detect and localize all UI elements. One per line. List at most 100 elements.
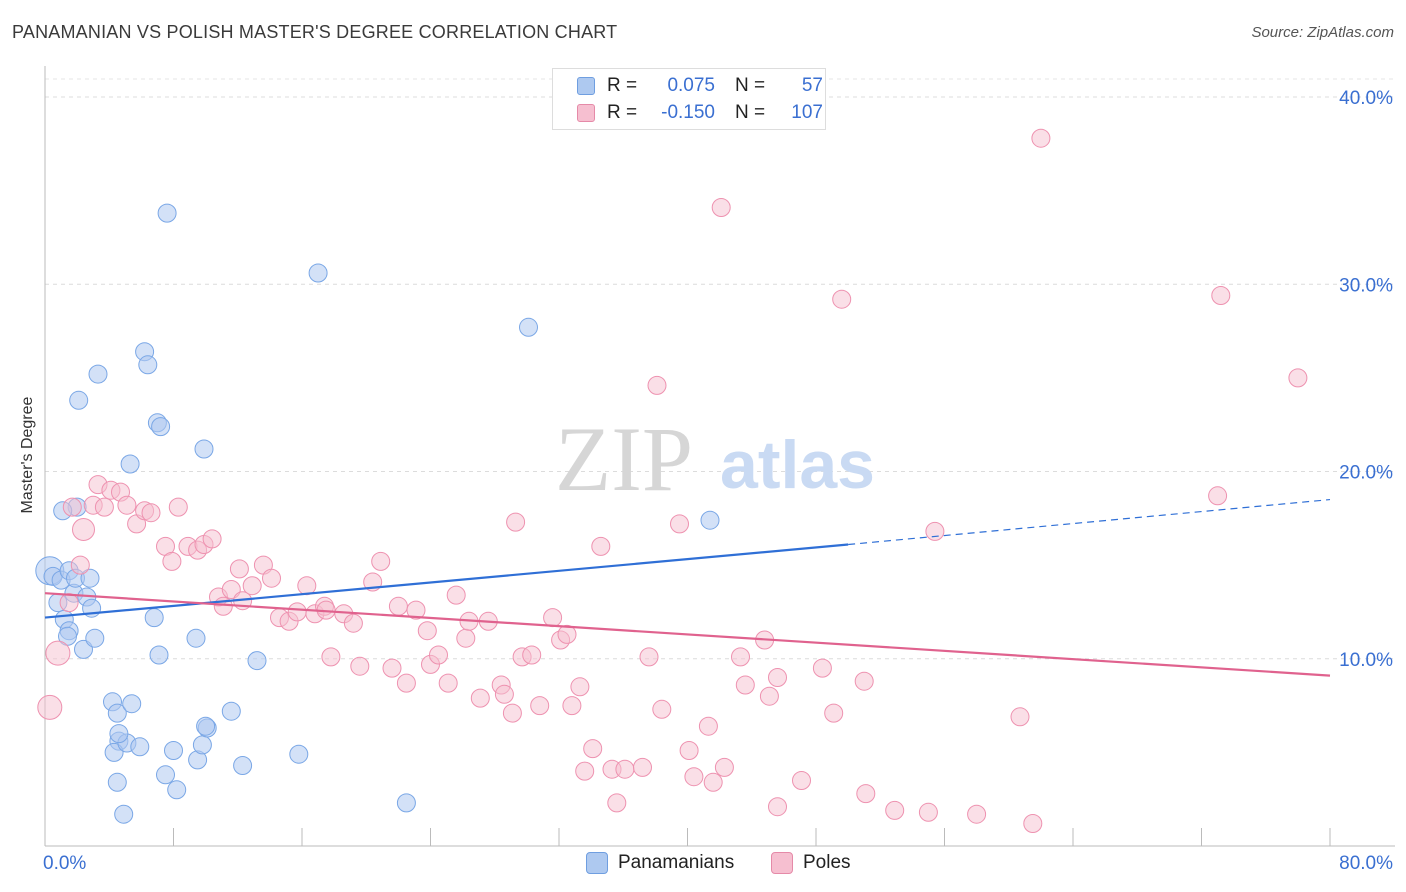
data-point [287, 602, 307, 622]
data-point [446, 585, 466, 605]
data-point [69, 390, 89, 410]
y-tick-label: 30.0% [1339, 275, 1393, 296]
legend-r-label: R = [607, 75, 638, 96]
data-point [396, 673, 416, 693]
data-point [854, 671, 874, 691]
data-point [221, 580, 241, 599]
legend-item-poles[interactable]: Poles [771, 852, 851, 874]
data-point [109, 724, 129, 744]
series-legend: Panamanians Poles [0, 852, 1406, 878]
data-point [289, 744, 309, 764]
data-point [633, 757, 652, 777]
data-point [832, 289, 852, 309]
data-point [186, 628, 206, 648]
y-tick-label: 20.0% [1339, 463, 1393, 484]
data-point [530, 696, 550, 716]
data-point [456, 628, 476, 648]
data-point [583, 739, 603, 759]
data-point [1010, 707, 1030, 727]
data-point [670, 514, 689, 534]
legend-row-poles: R = -0.150 N = 107 [553, 100, 823, 126]
data-point [1211, 286, 1231, 305]
legend-swatch-poles [577, 104, 595, 122]
data-point [506, 512, 526, 532]
data-point [85, 628, 105, 648]
data-point [74, 639, 93, 659]
legend-n-label: N = [735, 75, 766, 96]
legend-swatch-poles [771, 852, 793, 874]
legend-swatch-panamanians [586, 852, 608, 874]
data-point [711, 198, 731, 217]
data-point [194, 439, 214, 459]
legend-label-panamanians: Panamanians [618, 852, 735, 873]
x-tick-label: 0.0% [43, 853, 86, 874]
data-point [144, 608, 164, 628]
data-point [192, 735, 212, 755]
legend-n-value: 107 [791, 102, 823, 123]
data-point [925, 521, 945, 541]
trend-lines [44, 498, 1331, 677]
data-point [308, 263, 328, 283]
data-point [647, 375, 667, 395]
data-point [1023, 814, 1043, 833]
stats-legend: R = 0.075 N = 57 R = -0.150 N = 107 [552, 68, 826, 130]
y-tick-label: 40.0% [1339, 88, 1393, 109]
data-point [350, 656, 370, 676]
trend-line-poles [44, 592, 1331, 677]
data-point [502, 703, 522, 723]
data-point [297, 576, 317, 596]
legend-n-value: 57 [801, 75, 823, 96]
legend-r-label: R = [607, 102, 638, 123]
data-point [221, 701, 241, 721]
data-point [824, 703, 844, 723]
data-point [88, 364, 108, 384]
tick-labels: 10.0% 20.0% 30.0% 40.0% 0.0% 80.0% [43, 88, 1393, 874]
data-point [343, 613, 363, 633]
data-point [570, 677, 590, 697]
data-point [406, 600, 426, 620]
data-points [35, 128, 1308, 833]
data-point [167, 780, 187, 800]
data-point [62, 497, 82, 517]
trend-line-panamanians-extension [848, 498, 1331, 546]
legend-r-value: -0.150 [661, 102, 715, 123]
data-point [196, 716, 216, 736]
data-point [1288, 368, 1308, 388]
legend-item-panamanians[interactable]: Panamanians [586, 852, 734, 874]
data-point [37, 694, 63, 720]
data-point [543, 608, 563, 628]
data-point [157, 203, 177, 223]
data-point [321, 647, 341, 667]
chart-title: PANAMANIAN VS POLISH MASTER'S DEGREE COR… [12, 22, 618, 42]
data-point [130, 737, 150, 757]
data-point [494, 684, 514, 704]
y-tick-label: 10.0% [1339, 650, 1393, 671]
legend-label-poles: Poles [803, 852, 851, 873]
watermark-atlas: atlas [720, 427, 875, 503]
data-point [768, 797, 787, 817]
series-panamanians [35, 203, 720, 824]
data-point [107, 772, 127, 792]
data-point [703, 772, 723, 792]
data-point [149, 645, 169, 665]
data-point [45, 640, 71, 666]
watermark-zip: ZIP [555, 408, 693, 510]
data-point [438, 673, 458, 693]
data-point [382, 658, 402, 678]
data-point [164, 741, 183, 760]
data-point [918, 802, 938, 822]
data-point [700, 510, 720, 530]
data-point [575, 761, 595, 781]
data-point [156, 765, 175, 785]
data-point [162, 551, 182, 571]
axes [44, 66, 1395, 847]
data-point [417, 621, 437, 641]
data-point [698, 716, 718, 736]
data-point [59, 593, 79, 613]
x-tick-label: 80.0% [1339, 853, 1393, 874]
data-point [242, 576, 262, 596]
legend-n-label: N = [735, 102, 766, 123]
data-point [759, 686, 779, 706]
data-point [233, 756, 253, 775]
data-point [168, 497, 188, 517]
